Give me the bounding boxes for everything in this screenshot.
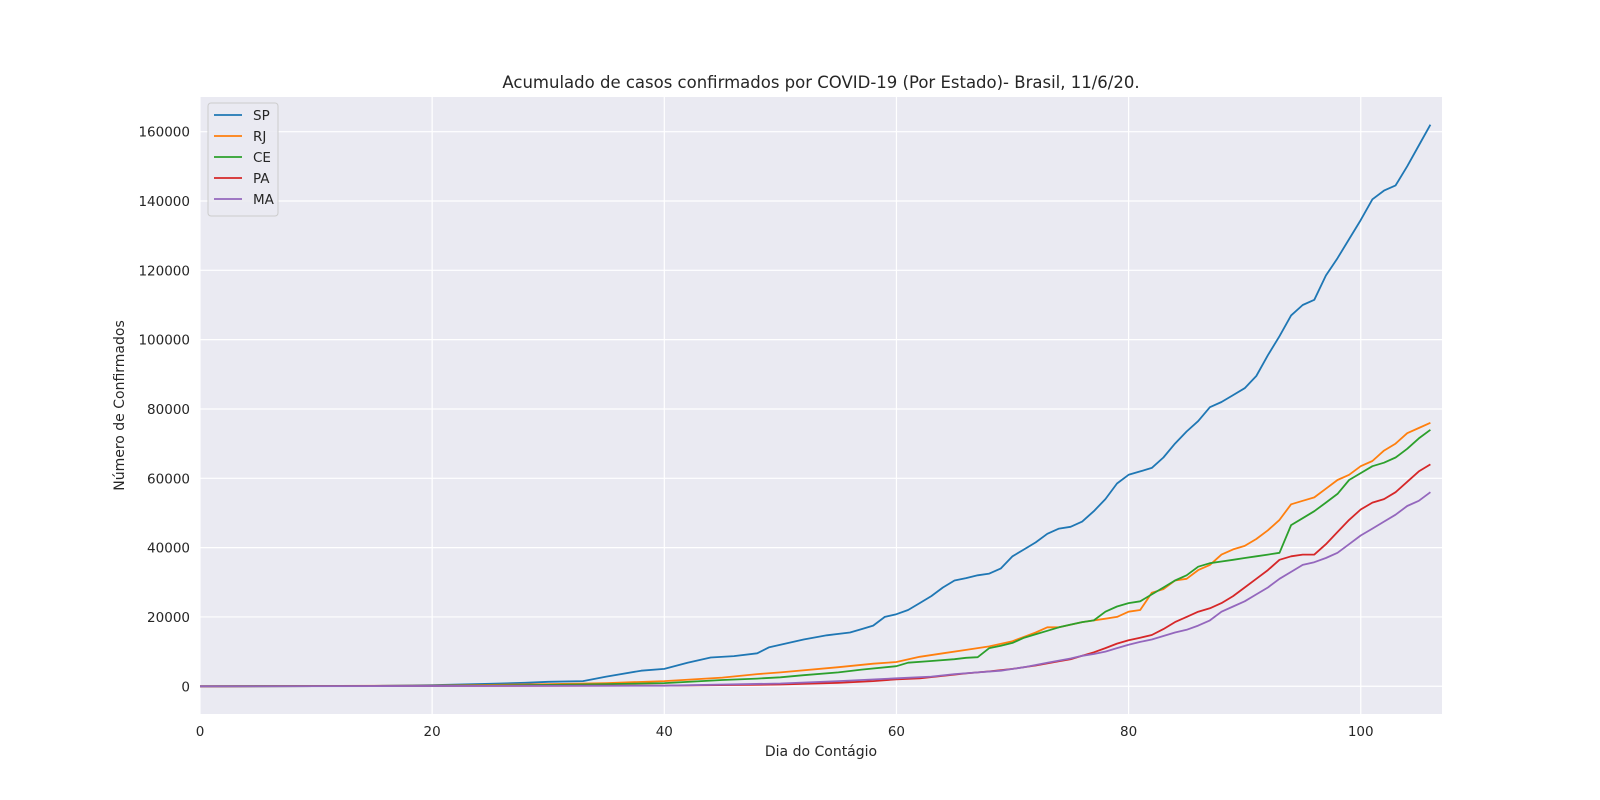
legend-label-ma: MA — [253, 192, 275, 208]
y-tick-label: 100000 — [138, 333, 190, 349]
chart-title: Acumulado de casos confirmados por COVID… — [502, 73, 1139, 92]
legend-label-ce: CE — [253, 150, 271, 166]
legend-box — [207, 102, 279, 217]
legend-label-sp: SP — [253, 108, 270, 124]
y-axis-label: Número de Confirmados — [112, 320, 128, 491]
y-tick-label: 140000 — [138, 194, 190, 210]
y-tick-label: 160000 — [138, 125, 190, 141]
series-line-ce — [199, 429, 1431, 688]
plot-background — [200, 97, 1442, 714]
series-line-sp — [199, 124, 1432, 688]
x-tick-label: 40 — [656, 724, 673, 740]
x-tick-label: 100 — [1348, 724, 1374, 740]
y-tick-label: 80000 — [147, 402, 190, 418]
legend-label-rj: RJ — [253, 129, 266, 145]
y-tick-label: 120000 — [138, 263, 190, 279]
x-tick-label: 20 — [424, 724, 441, 740]
x-tick-label: 0 — [196, 724, 205, 740]
series-line-ma — [199, 491, 1431, 688]
legend-label-pa: PA — [253, 171, 270, 187]
y-tick-label: 40000 — [147, 541, 190, 557]
y-tick-label: 60000 — [147, 471, 190, 487]
x-tick-label: 80 — [1120, 724, 1137, 740]
series-lines — [199, 124, 1432, 688]
plot-area — [199, 97, 1442, 714]
legend: SP RJ CE PA MA — [207, 102, 279, 217]
grid-lines — [199, 97, 1442, 714]
x-axis-ticks: 0 20 40 60 80 100 — [196, 724, 1374, 740]
y-tick-label: 0 — [181, 679, 190, 695]
y-axis-ticks: 0 20000 40000 60000 80000 100000 120000 140000 1… — [138, 125, 190, 696]
y-tick-label: 20000 — [147, 610, 190, 626]
series-line-rj — [199, 421, 1431, 688]
x-tick-label: 60 — [888, 724, 905, 740]
x-axis-label: Dia do Contágio — [765, 744, 877, 760]
